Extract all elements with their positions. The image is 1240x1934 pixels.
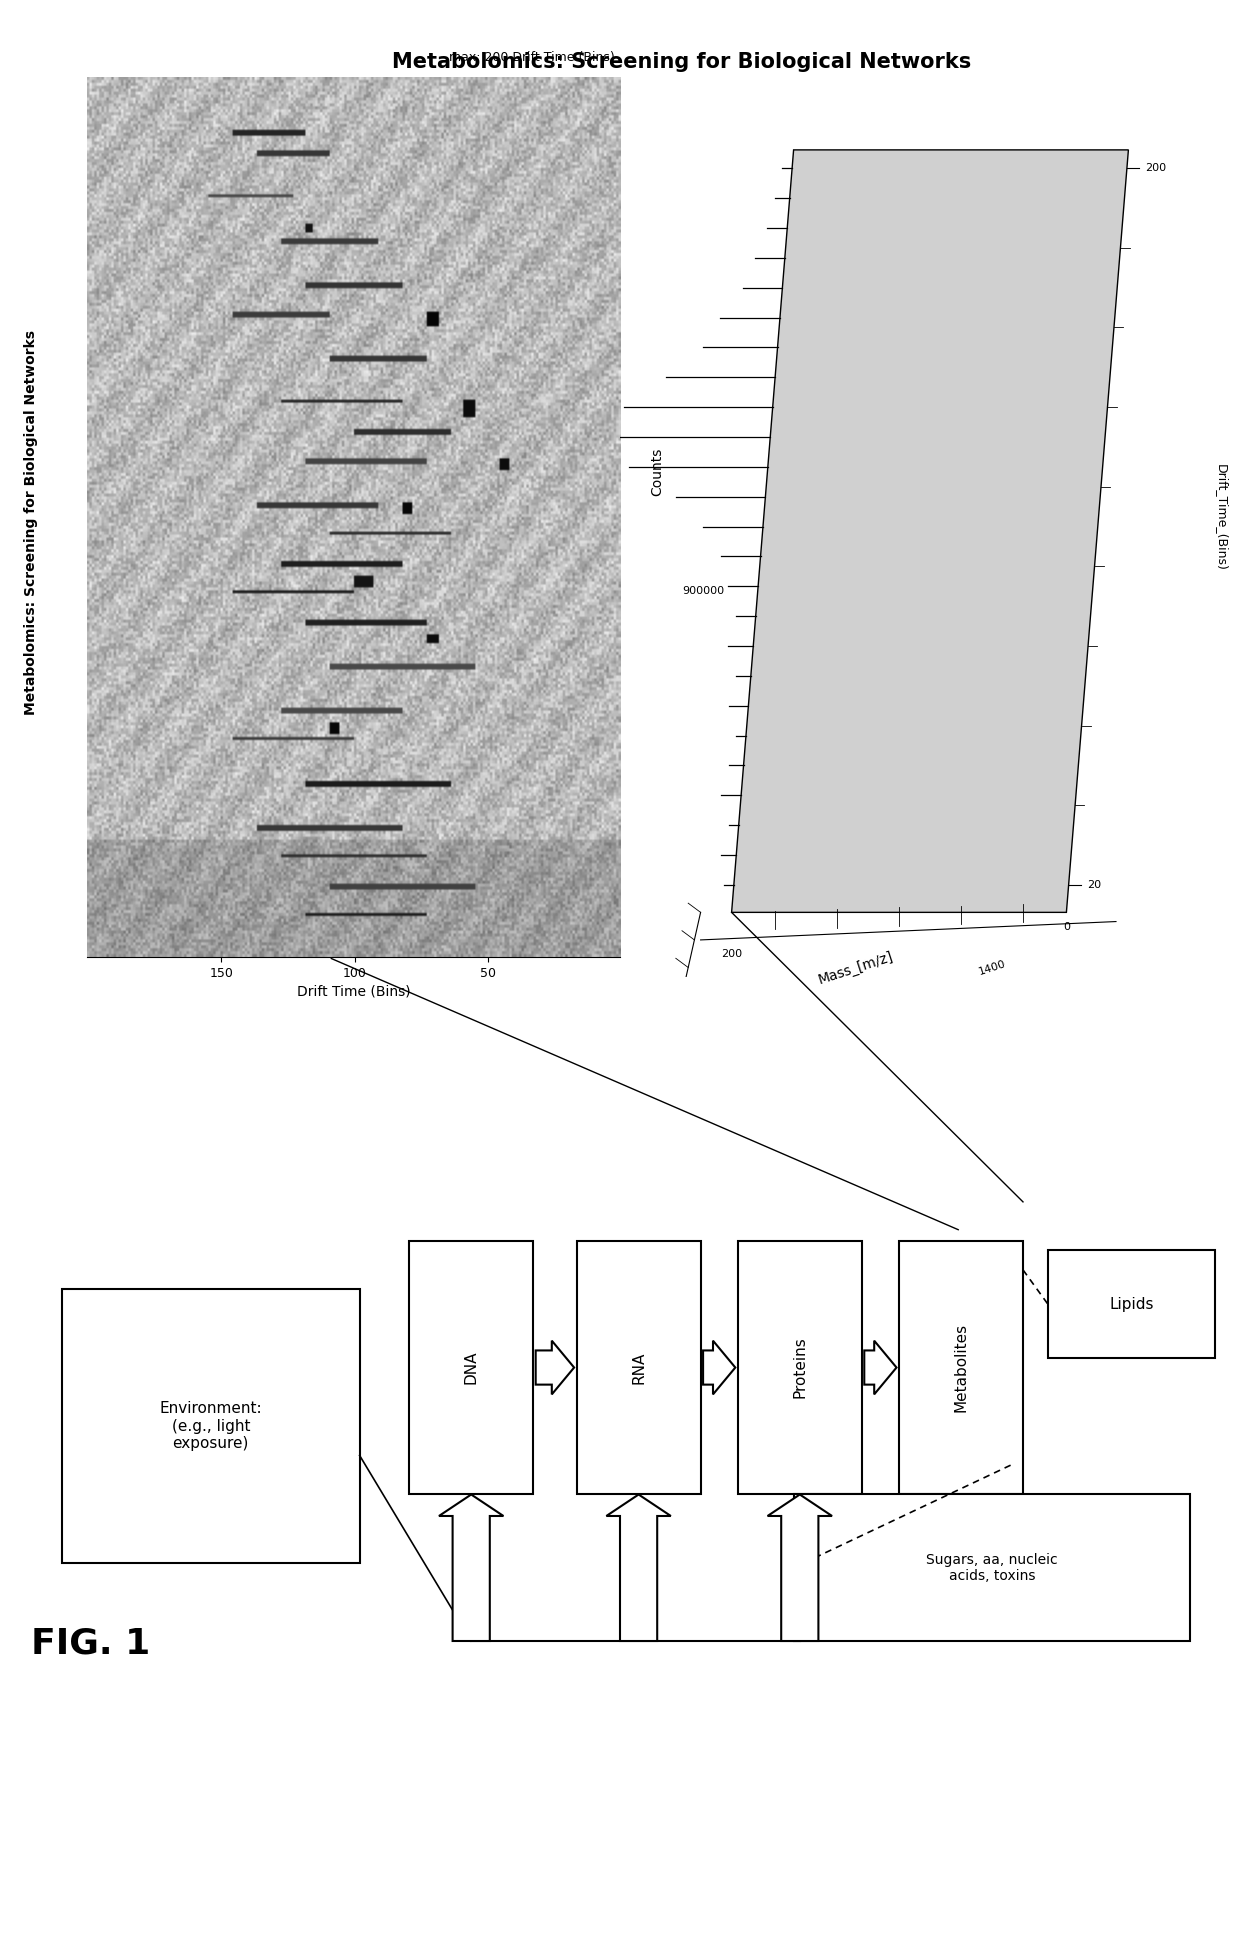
Text: Sugars, aa, nucleic
acids, toxins: Sugars, aa, nucleic acids, toxins — [926, 1553, 1058, 1582]
FancyArrow shape — [703, 1340, 735, 1394]
FancyBboxPatch shape — [794, 1495, 1190, 1640]
Text: Counts: Counts — [650, 447, 665, 495]
Text: Mass_[m/z]: Mass_[m/z] — [816, 950, 895, 986]
FancyBboxPatch shape — [409, 1240, 533, 1495]
Text: FIG. 1: FIG. 1 — [31, 1626, 150, 1661]
X-axis label: Drift Time (Bins): Drift Time (Bins) — [296, 984, 410, 998]
Text: Drift_Time_(Bins): Drift_Time_(Bins) — [1215, 464, 1228, 571]
FancyBboxPatch shape — [1048, 1249, 1215, 1358]
FancyBboxPatch shape — [738, 1240, 862, 1495]
Polygon shape — [732, 149, 1128, 913]
Text: 200: 200 — [720, 950, 743, 959]
Text: 20: 20 — [1087, 880, 1101, 890]
Text: DNA: DNA — [464, 1350, 479, 1385]
FancyArrow shape — [864, 1340, 897, 1394]
FancyArrow shape — [439, 1495, 503, 1640]
FancyArrow shape — [536, 1340, 574, 1394]
Text: Environment:
(e.g., light
exposure): Environment: (e.g., light exposure) — [160, 1402, 262, 1450]
Text: max: 200 Drift Time (Bins): max: 200 Drift Time (Bins) — [449, 50, 615, 64]
Text: Proteins: Proteins — [792, 1336, 807, 1398]
FancyArrow shape — [606, 1495, 671, 1640]
Text: Metabolomics: Screening for Biological Networks: Metabolomics: Screening for Biological N… — [24, 329, 38, 716]
Text: 1400: 1400 — [977, 957, 1007, 977]
FancyBboxPatch shape — [62, 1290, 360, 1563]
FancyBboxPatch shape — [899, 1240, 1023, 1495]
Text: 200: 200 — [1146, 162, 1167, 174]
Text: 0: 0 — [1063, 921, 1070, 932]
Text: Metabolomics: Screening for Biological Networks: Metabolomics: Screening for Biological N… — [392, 52, 972, 72]
FancyBboxPatch shape — [577, 1240, 701, 1495]
Text: RNA: RNA — [631, 1352, 646, 1383]
Text: Lipids: Lipids — [1110, 1296, 1153, 1311]
Text: 900000: 900000 — [682, 586, 724, 596]
FancyArrow shape — [768, 1495, 832, 1640]
Text: Metabolites: Metabolites — [954, 1323, 968, 1412]
